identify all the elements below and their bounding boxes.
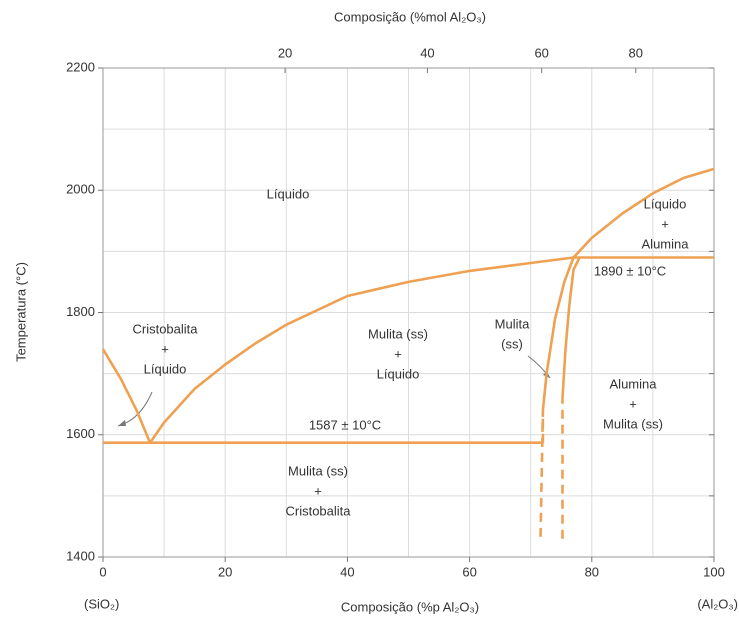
x2-tick-label: 60: [534, 45, 548, 60]
region-label: Cristobalita: [132, 321, 198, 336]
pointer-arrowhead: [118, 420, 126, 426]
x-tick-label: 40: [340, 564, 354, 579]
region-label: Líquido: [644, 196, 687, 211]
x2-tick-label: 80: [629, 45, 643, 60]
x-axis-title: Composição (%p Al₂O₃): [341, 599, 479, 614]
x-tick-label: 100: [703, 564, 725, 579]
region-label: Mulita (ss): [603, 416, 663, 431]
phase-boundary: [539, 409, 545, 539]
region-label: Líquido: [144, 361, 187, 376]
region-label: Mulita: [495, 316, 530, 331]
x2-tick-label: 40: [420, 45, 434, 60]
region-label: Líquido: [377, 366, 420, 381]
phase-boundary: [541, 257, 575, 411]
y-axis-title: Temperatura (°C): [13, 262, 28, 362]
region-label: 1890 ± 10°C: [594, 263, 666, 278]
phase-boundary: [101, 348, 152, 444]
phase-boundary: [148, 256, 574, 444]
region-label: +: [314, 483, 322, 498]
region-label: Mulita (ss): [288, 463, 348, 478]
region-label: Líquido: [267, 186, 310, 201]
x-tick-label: 60: [462, 564, 476, 579]
x-tick-label: 80: [585, 564, 599, 579]
x-tick-label: 20: [218, 564, 232, 579]
x-end-label: (Al₂O₃): [697, 596, 738, 611]
region-label: +: [161, 341, 169, 356]
region-label: +: [661, 216, 669, 231]
y-tick-label: 2000: [66, 182, 95, 197]
top-axis-title: Composição (%mol Al₂O₃): [334, 9, 486, 24]
region-label: +: [394, 346, 402, 361]
region-label: 1587 ± 10°C: [309, 417, 381, 432]
phase-boundary: [561, 256, 581, 399]
region-label: Cristobalita: [285, 503, 351, 518]
y-tick-label: 1600: [66, 426, 95, 441]
region-label: Alumina: [610, 376, 658, 391]
y-tick-label: 1800: [66, 304, 95, 319]
y-tick-label: 1400: [66, 548, 95, 563]
x-end-label: (SiO₂): [84, 596, 119, 611]
phase-boundary: [572, 167, 715, 259]
y-tick-label: 2200: [66, 59, 95, 74]
x-tick-label: 0: [99, 564, 106, 579]
region-label: +: [629, 396, 637, 411]
x2-tick-label: 20: [278, 45, 292, 60]
region-label: Alumina: [642, 236, 690, 251]
region-label: (ss): [501, 336, 523, 351]
region-label: Mulita (ss): [368, 326, 428, 341]
